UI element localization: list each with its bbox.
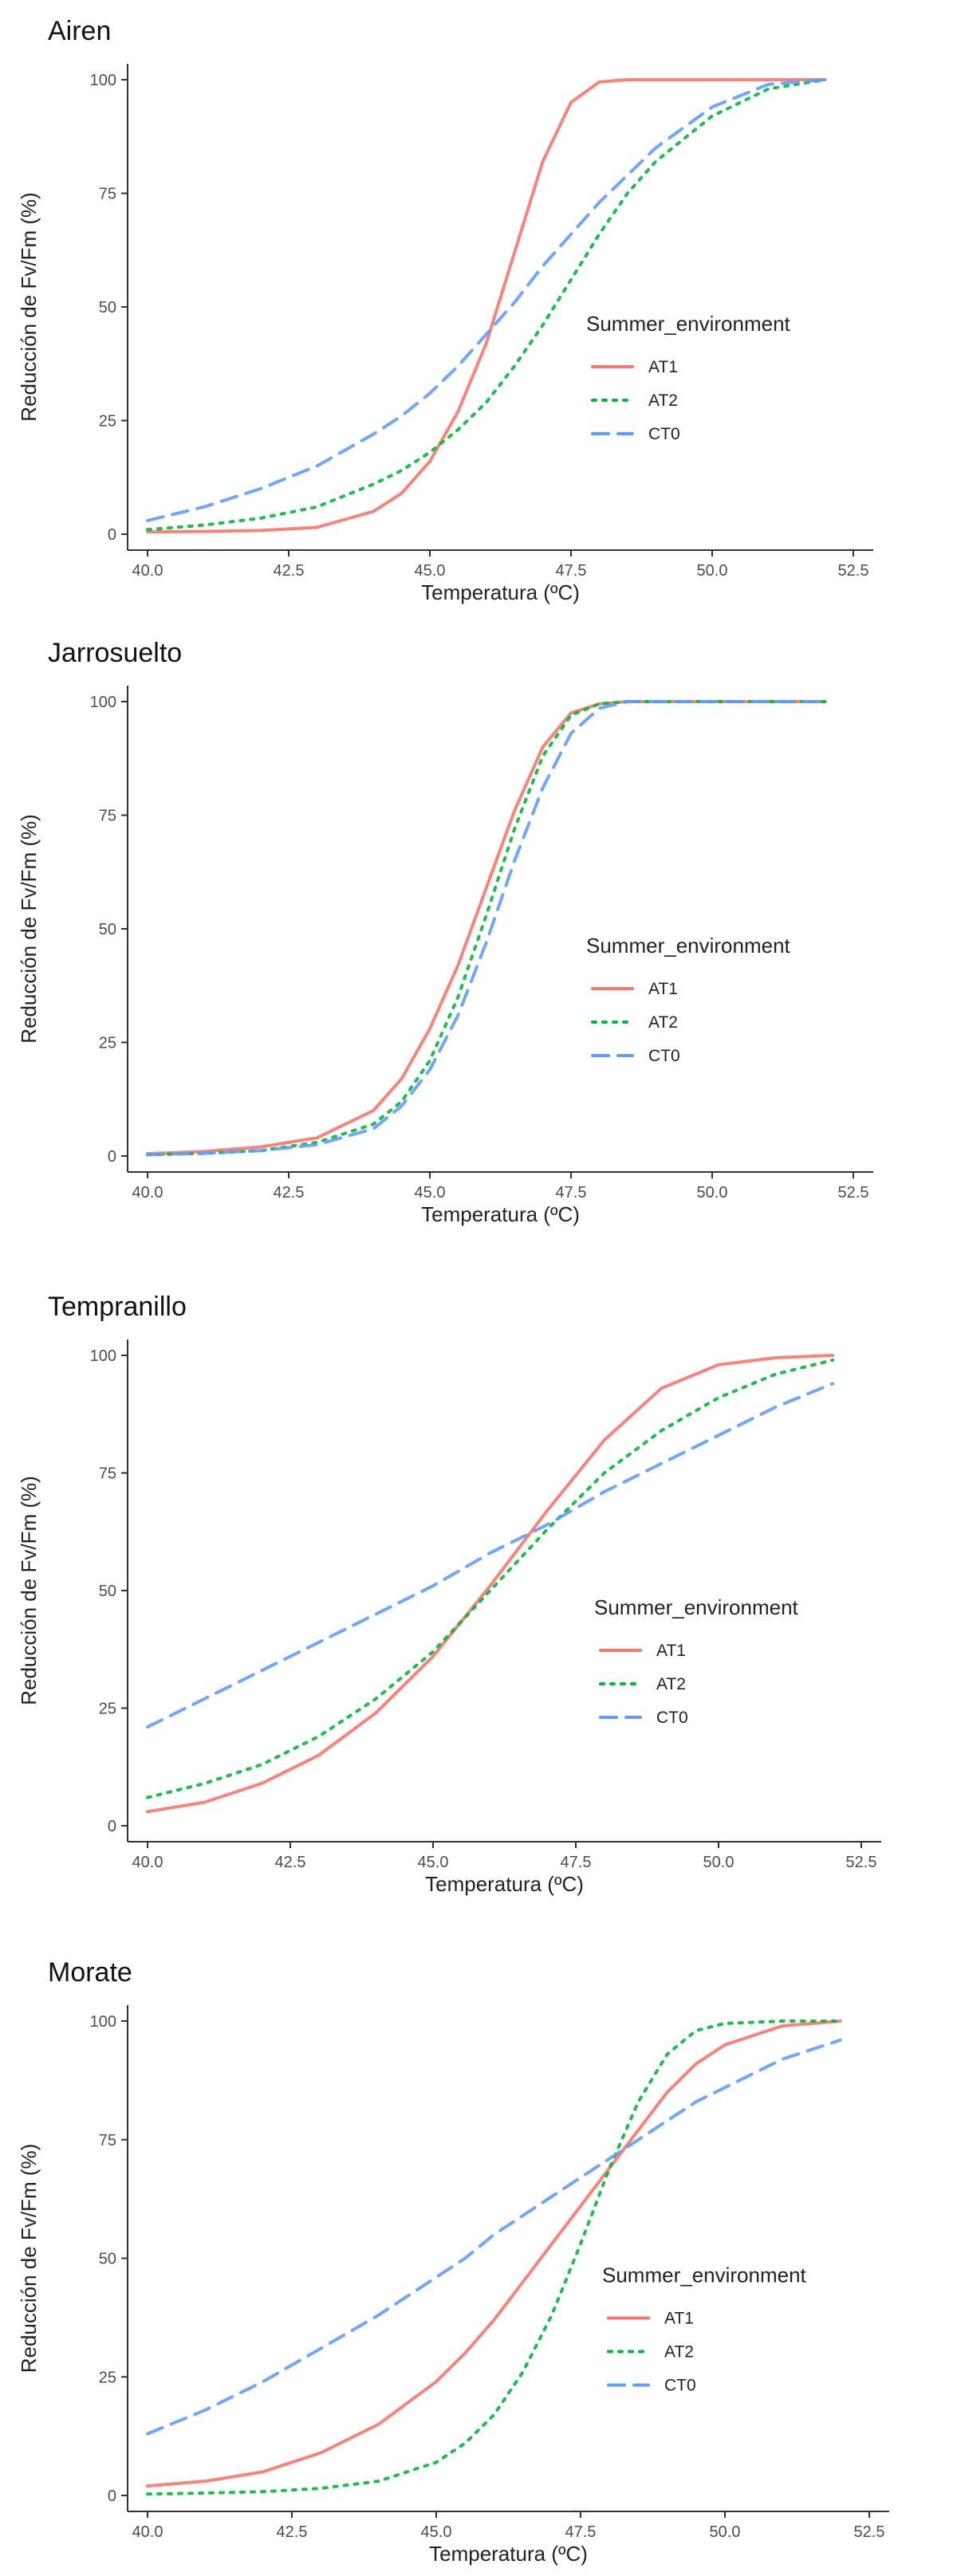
x-axis-title: Temperatura (ºC) xyxy=(421,580,580,604)
legend-title: Summer_environment xyxy=(594,1595,799,1619)
x-tick-label: 45.0 xyxy=(415,1184,446,1201)
panel-title: Jarrosuelto xyxy=(48,638,182,668)
chart-airen: Airen 0 25 50 75 100 40.0 42.5 45.0 47.5 50.0 52.5 T… xyxy=(17,16,873,604)
chart-morate: Morate 0 25 50 75 100 40.0 42.5 45.0 47.5 50.0 52.5… xyxy=(17,1957,889,2566)
legend-label-at1: AT1 xyxy=(648,980,678,998)
legend-label-at2: AT2 xyxy=(648,391,678,410)
legend-label-ct0: CT0 xyxy=(664,2377,696,2395)
legend-title: Summer_environment xyxy=(586,934,791,958)
y-axis-title: Reducción de Fv/Fm (%) xyxy=(17,1476,41,1705)
series-line-at1 xyxy=(146,700,827,1156)
y-tick-label: 25 xyxy=(99,1035,116,1052)
x-axis-title: Temperatura (ºC) xyxy=(421,1202,580,1226)
y-tick-label: 50 xyxy=(99,921,116,938)
series-line-at2 xyxy=(146,78,827,532)
x-tick-label: 45.0 xyxy=(421,2523,452,2541)
chart-tempranillo: Tempranillo 0 25 50 75 100 40.0 42.5 45.0 47.5 50.… xyxy=(17,1292,881,1896)
panel-title: Airen xyxy=(48,16,111,46)
series-line-at2 xyxy=(146,2020,842,2496)
series-line-ct0 xyxy=(146,78,827,522)
legend-title: Summer_environment xyxy=(602,2263,807,2287)
x-tick-label: 45.0 xyxy=(415,562,446,580)
panel-title: Tempranillo xyxy=(48,1292,187,1322)
legend-label-ct0: CT0 xyxy=(648,1047,680,1065)
y-tick-label: 50 xyxy=(99,1583,116,1600)
y-tick-label: 25 xyxy=(99,1701,116,1718)
y-tick-label: 0 xyxy=(108,526,116,544)
x-tick-label: 47.5 xyxy=(556,1184,587,1201)
x-tick-label: 40.0 xyxy=(132,562,163,580)
y-axis-title: Reducción de Fv/Fm (%) xyxy=(17,192,41,422)
x-tick-label: 40.0 xyxy=(132,1184,163,1201)
x-axis-title: Temperatura (ºC) xyxy=(429,2542,588,2566)
x-tick-label: 50.0 xyxy=(697,562,728,580)
y-tick-label: 75 xyxy=(99,1465,116,1483)
series-line-at1 xyxy=(146,78,827,534)
legend-label-ct0: CT0 xyxy=(648,425,680,443)
y-tick-label: 75 xyxy=(99,808,116,825)
series-line-ct0 xyxy=(146,2038,842,2436)
legend-title: Summer_environment xyxy=(586,312,791,336)
y-tick-label: 25 xyxy=(99,413,116,431)
series-line-at1 xyxy=(146,2020,842,2488)
x-tick-label: 52.5 xyxy=(846,1854,877,1871)
y-tick-label: 100 xyxy=(90,694,116,711)
panel-title: Morate xyxy=(48,1957,132,1988)
x-tick-label: 52.5 xyxy=(838,1184,869,1201)
chart-jarrosuelto: Jarrosuelto 0 25 50 75 100 40.0 42.5 45.0 47.5 50.… xyxy=(17,638,873,1226)
y-tick-label: 100 xyxy=(90,2013,116,2031)
series-line-ct0 xyxy=(146,700,827,1157)
x-tick-label: 42.5 xyxy=(274,1184,305,1201)
series-line-ct0 xyxy=(146,1382,835,1729)
series-line-at1 xyxy=(146,1354,835,1814)
x-tick-label: 50.0 xyxy=(710,2523,741,2541)
x-axis-title: Temperatura (ºC) xyxy=(425,1872,584,1896)
y-tick-label: 75 xyxy=(99,2132,116,2149)
legend-label-at1: AT1 xyxy=(664,2310,694,2328)
x-tick-label: 45.0 xyxy=(418,1854,449,1871)
legend-label-at2: AT2 xyxy=(664,2343,694,2362)
y-tick-label: 25 xyxy=(99,2369,116,2386)
x-tick-label: 40.0 xyxy=(132,2523,163,2541)
y-tick-label: 50 xyxy=(99,299,116,317)
x-tick-label: 52.5 xyxy=(838,562,869,580)
x-tick-label: 40.0 xyxy=(132,1854,163,1871)
series-line-at2 xyxy=(146,1358,835,1799)
x-tick-label: 50.0 xyxy=(697,1184,728,1201)
y-tick-label: 0 xyxy=(108,1818,116,1835)
x-tick-label: 42.5 xyxy=(275,1854,306,1871)
y-tick-label: 0 xyxy=(108,1148,116,1166)
x-tick-label: 47.5 xyxy=(556,562,587,580)
x-tick-label: 42.5 xyxy=(277,2523,308,2541)
x-tick-label: 47.5 xyxy=(561,1854,592,1871)
legend-label-at2: AT2 xyxy=(656,1675,686,1693)
y-tick-label: 0 xyxy=(108,2488,116,2505)
y-tick-label: 100 xyxy=(90,1347,116,1365)
y-tick-label: 100 xyxy=(90,72,116,89)
x-tick-label: 42.5 xyxy=(274,562,305,580)
x-tick-label: 50.0 xyxy=(703,1854,734,1871)
legend-label-ct0: CT0 xyxy=(656,1709,688,1727)
legend-label-at2: AT2 xyxy=(648,1013,678,1032)
x-tick-label: 47.5 xyxy=(565,2523,597,2541)
legend-label-at1: AT1 xyxy=(648,358,678,376)
series-line-at2 xyxy=(146,700,827,1157)
y-tick-label: 75 xyxy=(99,186,116,203)
y-axis-title: Reducción de Fv/Fm (%) xyxy=(17,2144,41,2373)
x-tick-label: 52.5 xyxy=(854,2523,885,2541)
y-tick-label: 50 xyxy=(99,2251,116,2268)
y-axis-title: Reducción de Fv/Fm (%) xyxy=(17,814,41,1044)
legend-label-at1: AT1 xyxy=(656,1642,686,1660)
